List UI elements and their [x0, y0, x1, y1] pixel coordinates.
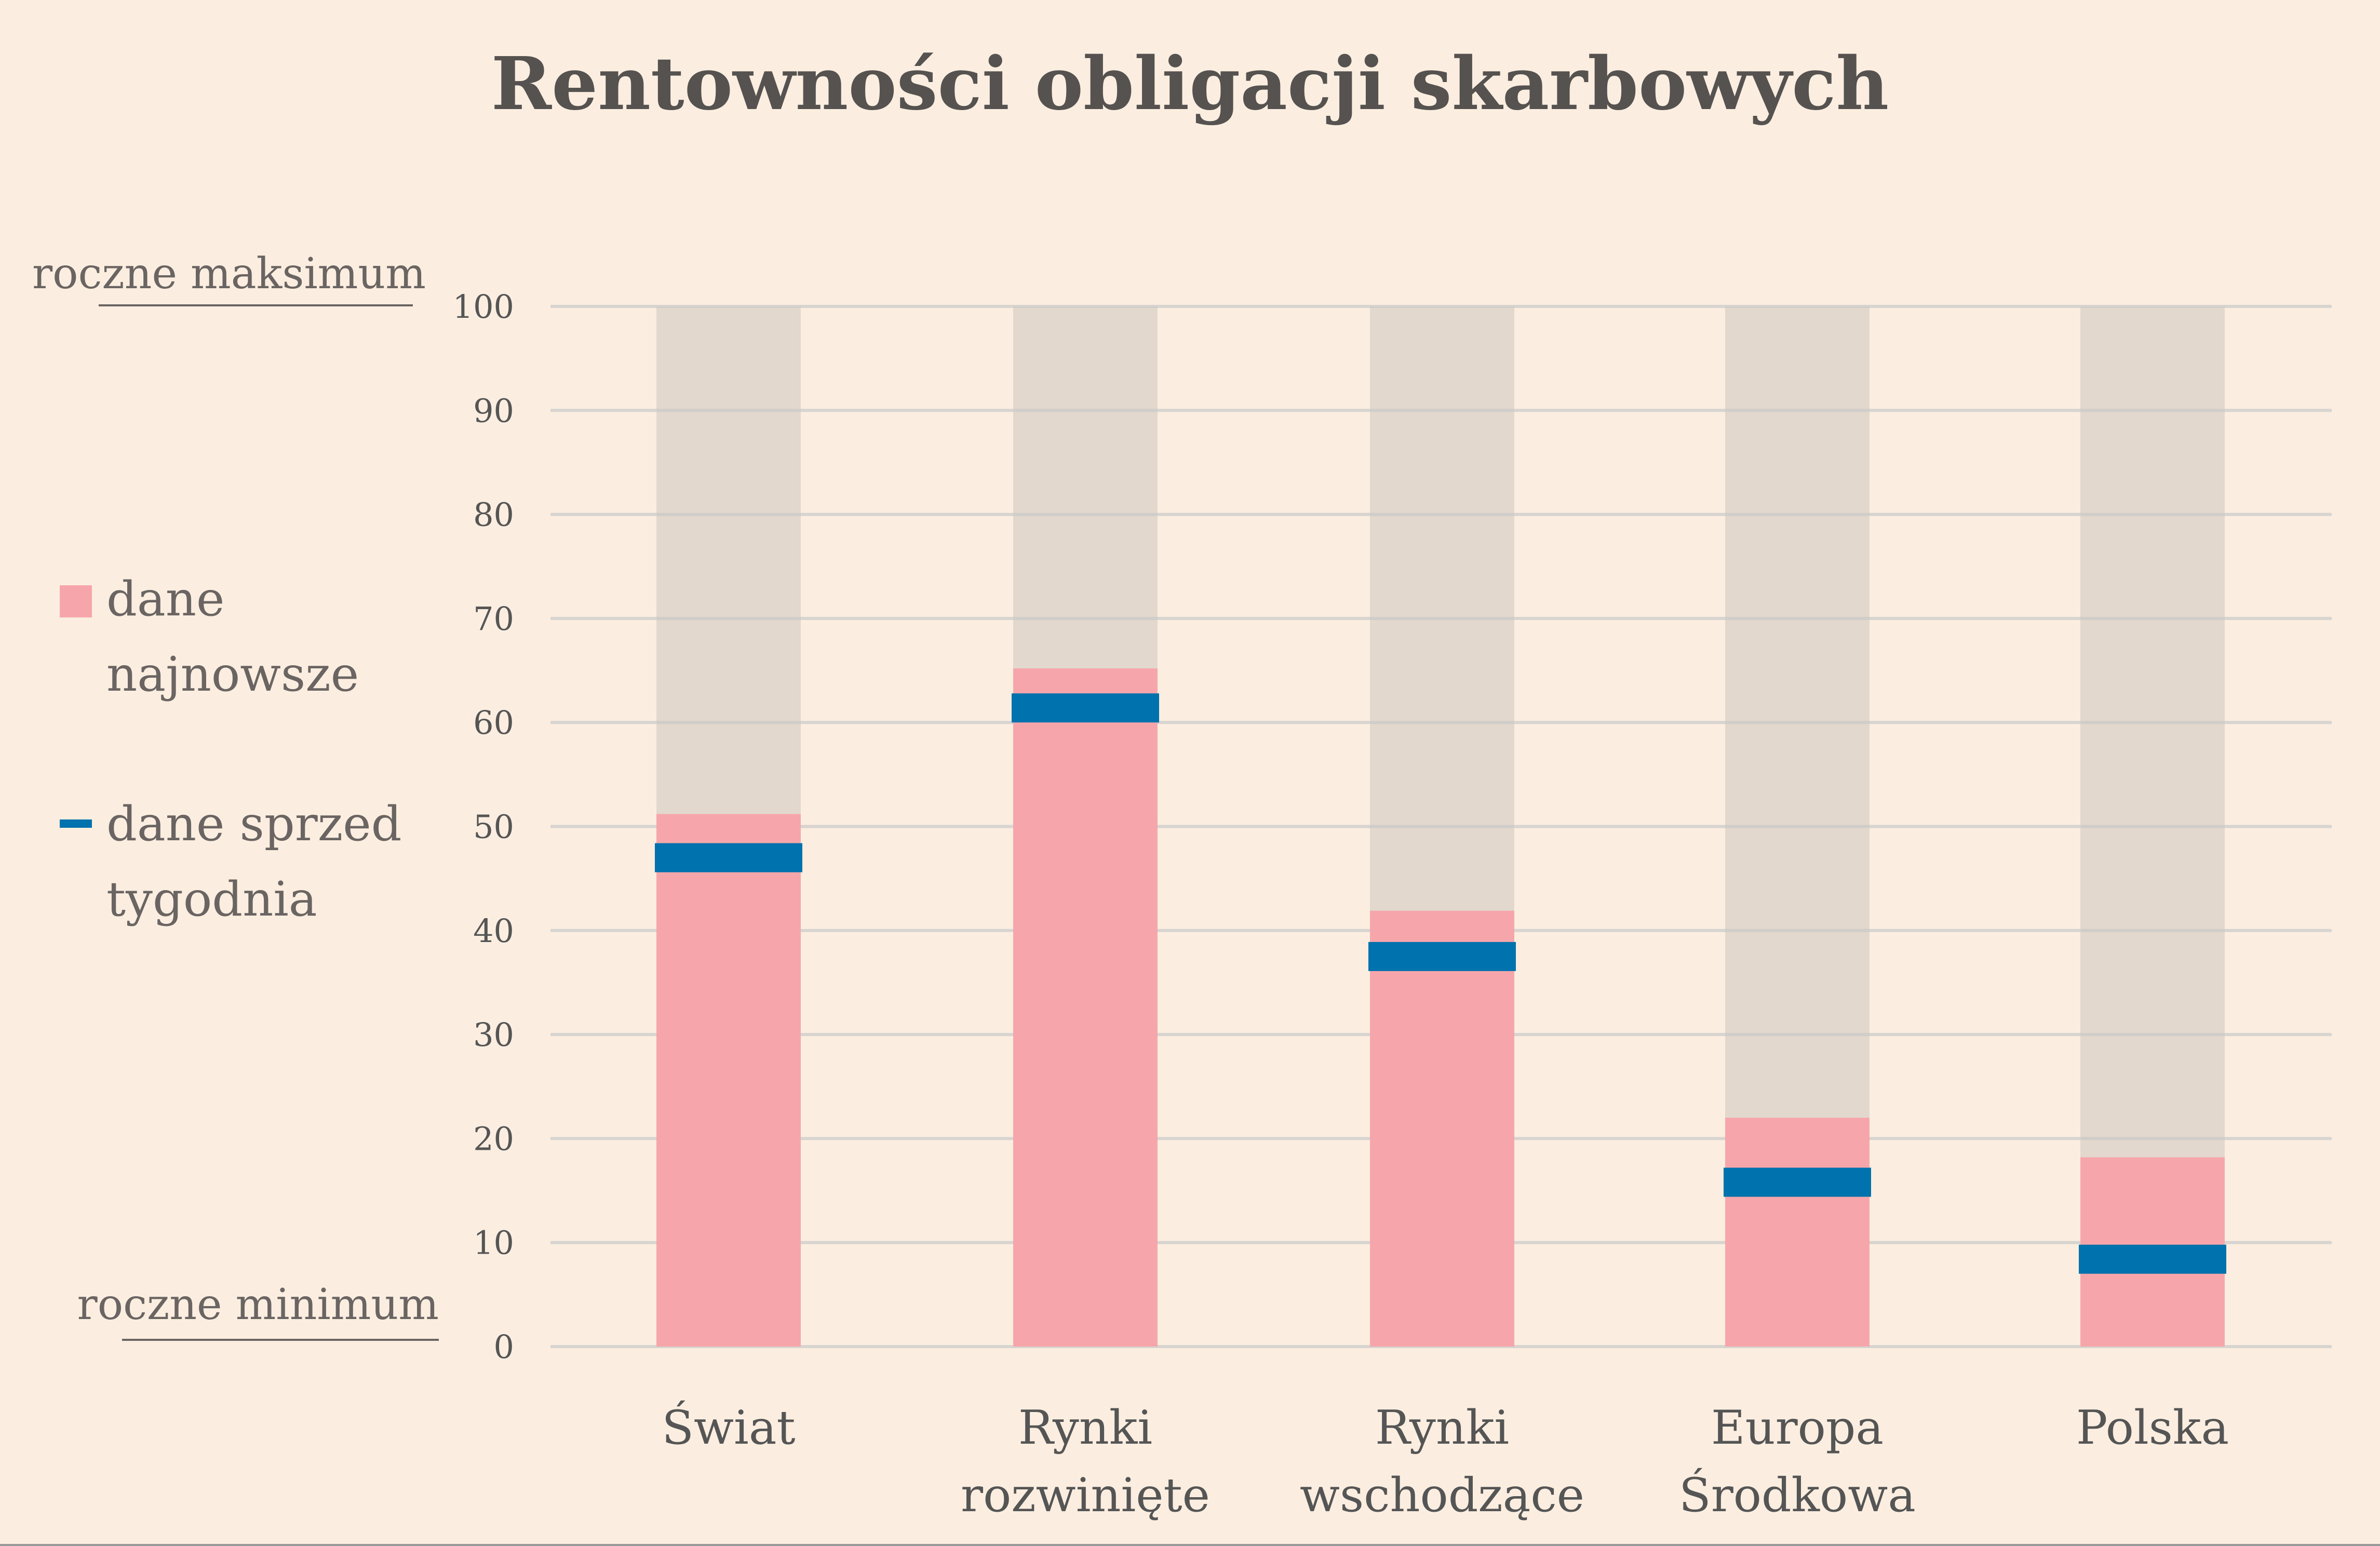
y-tick-label: 0 — [494, 1328, 514, 1366]
latest-bar — [656, 814, 801, 1347]
y-bottom-label: roczne minimum — [77, 1280, 439, 1329]
y-tick-label: 50 — [473, 808, 514, 846]
chart-title: Rentowności obligacji skarbowych — [491, 42, 1889, 127]
legend-label-latest: najnowsze — [106, 647, 359, 702]
y-tick-label: 100 — [453, 288, 514, 326]
week-ago-marker — [1012, 693, 1159, 723]
bottom-border — [0, 1544, 2380, 1546]
legend-swatch-week-ago — [60, 819, 92, 828]
week-ago-marker — [1724, 1167, 1871, 1197]
week-ago-marker — [1368, 942, 1516, 971]
category-label: Rynki — [1375, 1401, 1509, 1455]
y-tick-label: 10 — [473, 1224, 514, 1262]
category-label: Europa — [1711, 1401, 1884, 1455]
legend-label-week-ago: tygodnia — [106, 871, 317, 927]
category-label: Świat — [662, 1400, 795, 1455]
category-label: rozwinięte — [961, 1468, 1210, 1523]
y-tick-label: 40 — [473, 912, 514, 950]
latest-bar — [1370, 910, 1514, 1347]
y-tick-label: 30 — [473, 1016, 514, 1054]
y-tick-label: 20 — [473, 1120, 514, 1158]
latest-bar — [1013, 668, 1158, 1347]
latest-bar — [1725, 1118, 1870, 1347]
y-tick-label: 90 — [473, 392, 514, 429]
week-ago-marker — [2079, 1244, 2226, 1274]
category-label: Polska — [2076, 1401, 2229, 1455]
y-tick-label: 70 — [473, 600, 514, 638]
category-label: Rynki — [1018, 1401, 1152, 1455]
week-ago-marker — [655, 843, 802, 872]
y-top-label: roczne maksimum — [32, 249, 426, 299]
legend-label-week-ago: dane sprzed — [106, 796, 402, 852]
category-label: Środkowa — [1679, 1468, 1916, 1523]
y-tick-label: 60 — [473, 704, 514, 742]
category-label: wschodzące — [1300, 1468, 1584, 1523]
legend-swatch-latest — [60, 585, 92, 617]
y-tick-label: 80 — [473, 496, 514, 534]
legend-label-latest: dane — [106, 571, 224, 627]
